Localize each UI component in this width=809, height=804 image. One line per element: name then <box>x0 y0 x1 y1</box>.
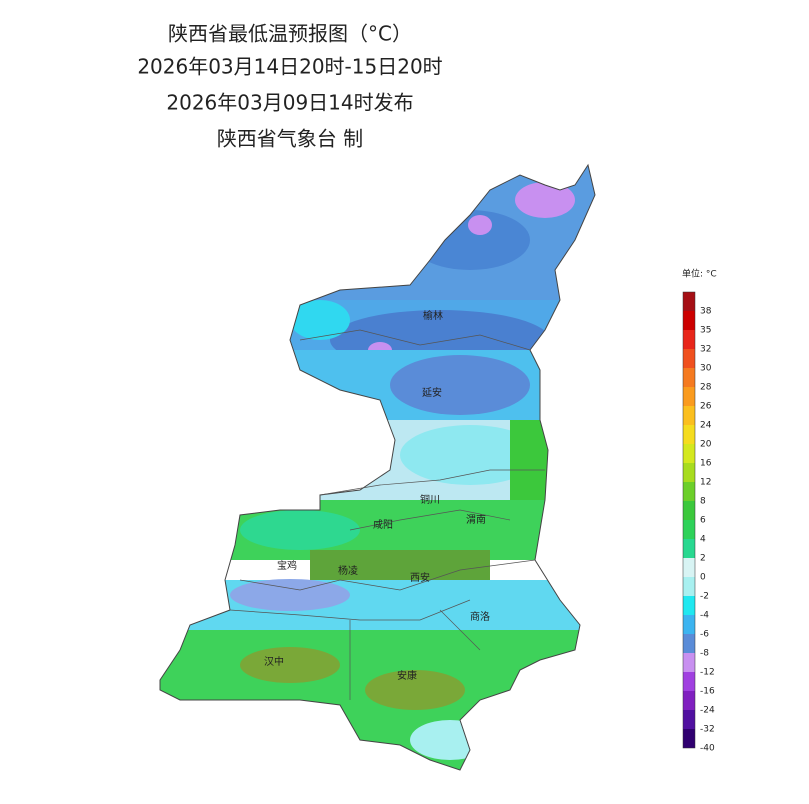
legend-swatch <box>683 501 695 520</box>
legend-label: 30 <box>700 364 712 374</box>
legend-label: -32 <box>700 725 715 735</box>
city-label: 汉中 <box>264 655 284 668</box>
legend-swatch <box>683 330 695 349</box>
city-label: 咸阳 <box>373 519 393 531</box>
legend-label: 2 <box>700 554 706 564</box>
city-label: 延安 <box>422 386 442 399</box>
legend-label: -8 <box>700 649 709 659</box>
legend-frame <box>682 291 696 749</box>
legend-swatch <box>683 406 695 425</box>
legend-swatch <box>683 577 695 596</box>
legend-label: -40 <box>700 744 715 754</box>
title: 陕西省最低温预报图（°C） <box>168 22 412 46</box>
legend-swatch <box>683 425 695 444</box>
legend-swatch <box>683 615 695 634</box>
legend-label: 28 <box>700 383 712 393</box>
legend-label: 12 <box>700 478 711 488</box>
city-label: 铜川 <box>420 494 440 506</box>
legend-swatch <box>683 349 695 368</box>
legend-swatch <box>683 387 695 406</box>
city-label: 榆林 <box>423 309 443 322</box>
legend-swatch <box>683 292 695 311</box>
legend-label: 24 <box>700 421 712 431</box>
legend-swatch <box>683 672 695 691</box>
legend: 3835323028262420161286420-2-4-6-8-12-16-… <box>682 291 715 754</box>
legend-swatch <box>683 482 695 501</box>
legend-label: 35 <box>700 326 711 336</box>
legend-swatch <box>683 653 695 672</box>
legend-unit: 单位: °C <box>682 268 717 280</box>
legend-swatch <box>683 520 695 539</box>
legend-label: -24 <box>700 706 715 716</box>
legend-swatch <box>683 444 695 463</box>
legend-label: -16 <box>700 687 715 697</box>
city-label: 西安 <box>410 571 430 584</box>
legend-swatch <box>683 596 695 615</box>
legend-label: -2 <box>700 592 709 602</box>
legend-swatch <box>683 634 695 653</box>
legend-swatch <box>683 729 695 748</box>
period: 2026年03月14日20时-15日20时 <box>137 55 442 79</box>
city-label: 杨凌 <box>338 564 358 577</box>
legend-label: 8 <box>700 497 706 507</box>
legend-label: 6 <box>700 516 706 526</box>
legend-label: 16 <box>700 459 712 469</box>
issued: 2026年03月09日14时发布 <box>166 91 413 115</box>
publisher: 陕西省气象台 制 <box>217 127 363 151</box>
legend-swatch <box>683 463 695 482</box>
legend-swatch <box>683 539 695 558</box>
city-borders <box>229 329 545 700</box>
legend-swatch <box>683 558 695 577</box>
legend-swatch <box>683 311 695 330</box>
city-label: 商洛 <box>470 610 490 623</box>
legend-label: 20 <box>700 440 712 450</box>
legend-label: -12 <box>700 668 715 678</box>
city-label: 渭南 <box>466 513 486 526</box>
city-label: 宝鸡 <box>277 559 297 572</box>
legend-swatch <box>683 710 695 729</box>
legend-label: 38 <box>700 307 712 317</box>
city-label: 安康 <box>397 669 417 682</box>
legend-swatch <box>683 368 695 387</box>
legend-label: 32 <box>700 345 711 355</box>
legend-label: -4 <box>700 611 709 621</box>
legend-label: -6 <box>700 630 709 640</box>
legend-label: 4 <box>700 535 706 545</box>
legend-label: 26 <box>700 402 712 412</box>
legend-label: 0 <box>700 573 706 583</box>
legend-swatch <box>683 691 695 710</box>
